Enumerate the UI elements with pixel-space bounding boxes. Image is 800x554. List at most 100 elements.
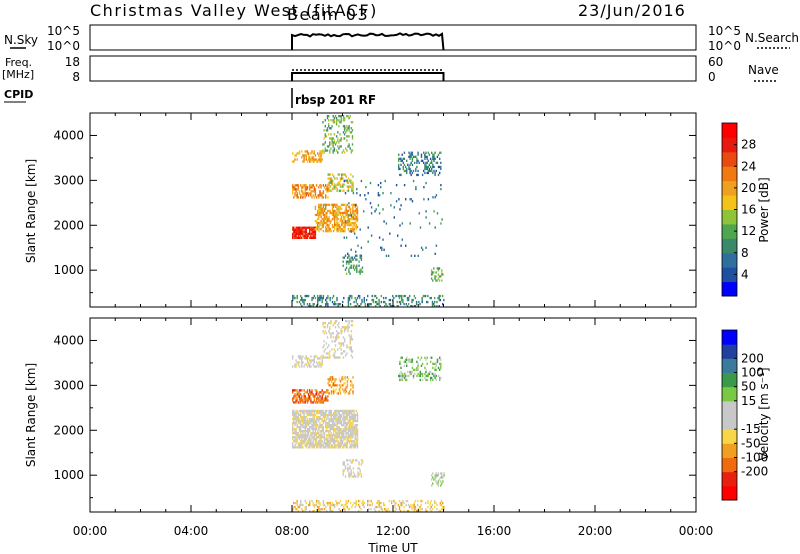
echo-cell bbox=[347, 256, 349, 259]
echo-cell bbox=[312, 422, 314, 425]
echo-cell bbox=[356, 446, 359, 449]
echo-cell bbox=[363, 501, 365, 505]
echo-cell bbox=[433, 210, 435, 213]
echo-cell bbox=[340, 121, 342, 124]
echo-cell bbox=[347, 432, 350, 435]
echo-cell bbox=[358, 463, 360, 466]
echo-cell bbox=[346, 417, 348, 421]
echo-cell bbox=[329, 219, 331, 223]
echo-cell bbox=[326, 422, 328, 425]
echo-cell bbox=[348, 334, 350, 337]
nave-label: Nave bbox=[748, 63, 779, 77]
echo-cell bbox=[415, 188, 417, 191]
echo-cell bbox=[322, 196, 325, 199]
echo-cell bbox=[309, 430, 311, 433]
echo-cell bbox=[294, 365, 296, 368]
echo-cell bbox=[395, 200, 398, 203]
echo-cell bbox=[303, 436, 305, 439]
echo-cell bbox=[307, 438, 310, 441]
echo-cell bbox=[359, 228, 361, 231]
echo-cell bbox=[396, 305, 398, 308]
echo-cell bbox=[320, 397, 322, 400]
echo-cell bbox=[410, 360, 412, 363]
echo-cell bbox=[343, 415, 345, 419]
echo-cell bbox=[349, 147, 351, 150]
echo-cell bbox=[376, 505, 378, 509]
echo-cell bbox=[297, 434, 300, 437]
echo-cell bbox=[309, 365, 311, 368]
echo-cell bbox=[411, 300, 413, 304]
echo-cell bbox=[345, 326, 347, 329]
echo-cell bbox=[345, 205, 347, 208]
echo-cell bbox=[320, 426, 322, 429]
echo-cell bbox=[399, 167, 401, 171]
echo-cell bbox=[333, 356, 336, 359]
echo-cell bbox=[410, 153, 412, 156]
echo-cell bbox=[301, 503, 303, 507]
echo-cell bbox=[432, 366, 434, 369]
echo-cell bbox=[352, 426, 354, 429]
echo-cell bbox=[410, 503, 412, 507]
echo-cell bbox=[325, 129, 328, 132]
echo-cell bbox=[330, 440, 332, 443]
echo-cell bbox=[437, 173, 440, 177]
echo-cell bbox=[440, 499, 443, 503]
echo-cell bbox=[347, 219, 350, 223]
echo-cell bbox=[326, 430, 328, 433]
echo-cell bbox=[409, 372, 411, 376]
echo-cell bbox=[351, 440, 353, 443]
echo-cell bbox=[294, 411, 296, 415]
echo-cell bbox=[402, 161, 404, 164]
echo-cell bbox=[319, 361, 321, 364]
echo-cell bbox=[434, 362, 436, 365]
echo-cell bbox=[370, 206, 373, 209]
echo-cell bbox=[419, 226, 422, 229]
echo-cell bbox=[354, 446, 356, 449]
echo-cell bbox=[321, 192, 323, 195]
echo-cell bbox=[343, 413, 345, 417]
echo-cell bbox=[398, 159, 400, 162]
echo-cell bbox=[347, 409, 350, 413]
echo-cell bbox=[312, 363, 314, 366]
echo-cell bbox=[380, 501, 382, 505]
echo-cell bbox=[335, 119, 338, 122]
echo-cell bbox=[323, 151, 325, 154]
echo-cell bbox=[331, 205, 334, 208]
echo-cell bbox=[360, 508, 362, 511]
echo-cell bbox=[424, 167, 426, 171]
echo-cell bbox=[329, 419, 331, 423]
echo-cell bbox=[334, 303, 336, 306]
echo-cell bbox=[355, 419, 357, 423]
echo-cell bbox=[327, 219, 329, 223]
echo-cell bbox=[311, 296, 313, 300]
echo-cell bbox=[328, 181, 330, 184]
echo-cell bbox=[385, 508, 387, 511]
echo-cell bbox=[433, 478, 435, 481]
echo-cell bbox=[306, 399, 309, 402]
echo-cell bbox=[335, 213, 337, 217]
echo-cell bbox=[293, 411, 295, 415]
echo-cell bbox=[351, 505, 353, 509]
echo-cell bbox=[301, 436, 303, 439]
echo-cell bbox=[409, 155, 411, 158]
echo-cell bbox=[401, 159, 403, 162]
echo-cell bbox=[371, 294, 373, 298]
echo-cell bbox=[336, 384, 338, 387]
echo-cell bbox=[323, 436, 326, 439]
echo-cell bbox=[430, 505, 432, 509]
echo-cell bbox=[335, 436, 337, 439]
echo-cell bbox=[329, 446, 331, 449]
echo-cell bbox=[345, 175, 347, 178]
echo-cell bbox=[317, 209, 319, 213]
echo-cell bbox=[300, 389, 302, 392]
echo-cell bbox=[312, 184, 314, 187]
echo-cell bbox=[321, 196, 323, 199]
echo-cell bbox=[402, 298, 404, 302]
echo-cell bbox=[295, 438, 297, 441]
echo-cell bbox=[420, 246, 423, 249]
echo-cell bbox=[350, 121, 353, 124]
echo-cell bbox=[343, 428, 345, 431]
echo-cell bbox=[343, 508, 345, 511]
echo-cell bbox=[321, 399, 323, 402]
echo-cell bbox=[301, 417, 303, 421]
